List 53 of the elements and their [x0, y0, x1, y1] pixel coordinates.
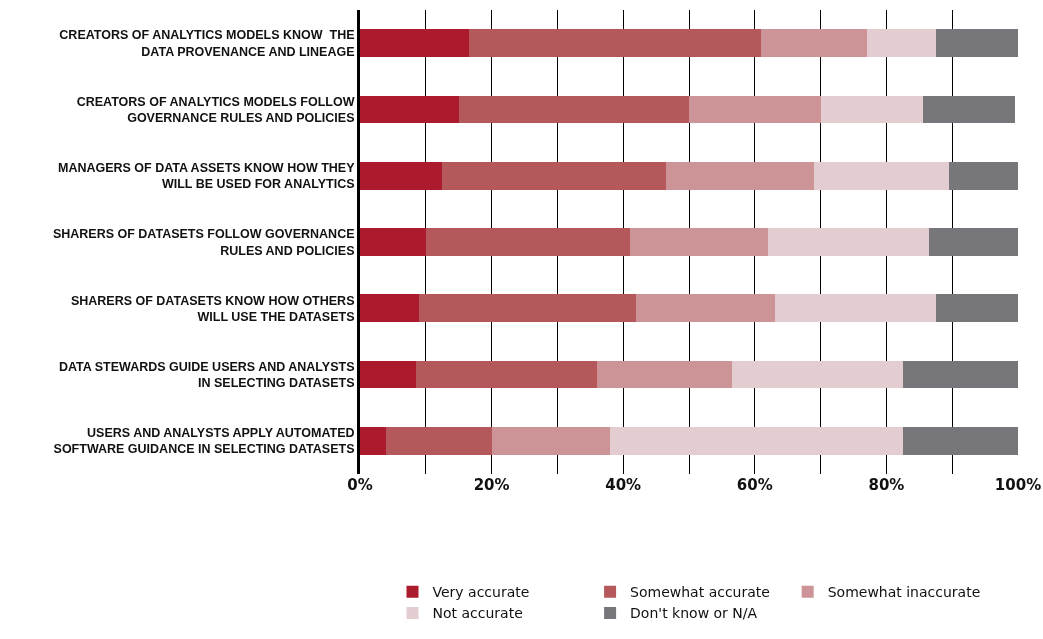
x-tick-label: 0%	[347, 476, 373, 494]
bar	[774, 294, 936, 323]
bar	[610, 426, 903, 455]
bar	[814, 161, 949, 190]
legend-label: Somewhat inaccurate	[827, 584, 981, 601]
bar	[360, 161, 443, 190]
bar	[665, 161, 815, 190]
bar	[636, 294, 775, 323]
bar	[468, 29, 762, 58]
bar	[360, 29, 469, 58]
bar	[767, 228, 930, 256]
bar	[948, 161, 1018, 190]
bar	[731, 360, 903, 389]
bar	[425, 228, 630, 256]
bar	[360, 294, 420, 323]
bar	[629, 228, 768, 256]
bar	[491, 426, 611, 455]
x-tick-label: 20%	[473, 476, 510, 494]
bar	[820, 95, 923, 124]
y-tick-label: USERS AND ANALYSTS APPLY AUTOMATED SOFTWARE GUIDANCE IN SELECTING DATASETS	[53, 426, 355, 457]
x-tick-label: 40%	[605, 476, 642, 494]
legend-label: Don't know or N/A	[630, 605, 758, 622]
y-tick-label: SHARERS OF DATASETS KNOW HOW OTHERS WILL USE THE DATASETS	[70, 293, 355, 324]
bar	[761, 29, 867, 58]
x-tick-label: 60%	[736, 476, 773, 494]
bar	[929, 228, 1018, 256]
bar	[902, 426, 1018, 455]
bar	[902, 360, 1018, 389]
bar	[360, 426, 387, 455]
legend-label: Not accurate	[432, 605, 523, 622]
bar	[596, 360, 732, 389]
bar	[419, 294, 637, 323]
bar	[360, 228, 426, 256]
bar	[415, 360, 597, 389]
bar	[458, 95, 689, 124]
x-tick-label: 100%	[994, 476, 1042, 494]
y-tick-label: CREATORS OF ANALYTICS MODELS FOLLOW GOVERNANCE RULES AND POLICIES	[76, 94, 355, 125]
y-tick-label: MANAGERS OF DATA ASSETS KNOW HOW THEY WILL BE USED FOR ANALYTICS	[57, 160, 356, 192]
bar	[689, 95, 821, 124]
y-tick-label: SHARERS OF DATASETS FOLLOW GOVERNANCE RULES AND POLICIES	[52, 227, 355, 258]
bar	[442, 161, 666, 190]
y-tick-label: DATA STEWARDS GUIDE USERS AND ANALYSTS IN SELECTING DATASETS	[58, 359, 355, 391]
bar	[922, 95, 1015, 124]
x-tick-label: 80%	[868, 476, 905, 494]
bar	[866, 29, 936, 58]
legend-label: Somewhat accurate	[630, 584, 770, 601]
legend-label: Very accurate	[432, 584, 530, 601]
bar	[935, 29, 1018, 58]
y-tick-label: CREATORS OF ANALYTICS MODELS KNOW THE DATA PROVENANCE AND LINEAGE	[59, 28, 355, 59]
bar	[360, 95, 459, 124]
bar	[360, 360, 416, 389]
bar	[386, 426, 492, 455]
bar	[935, 294, 1018, 323]
